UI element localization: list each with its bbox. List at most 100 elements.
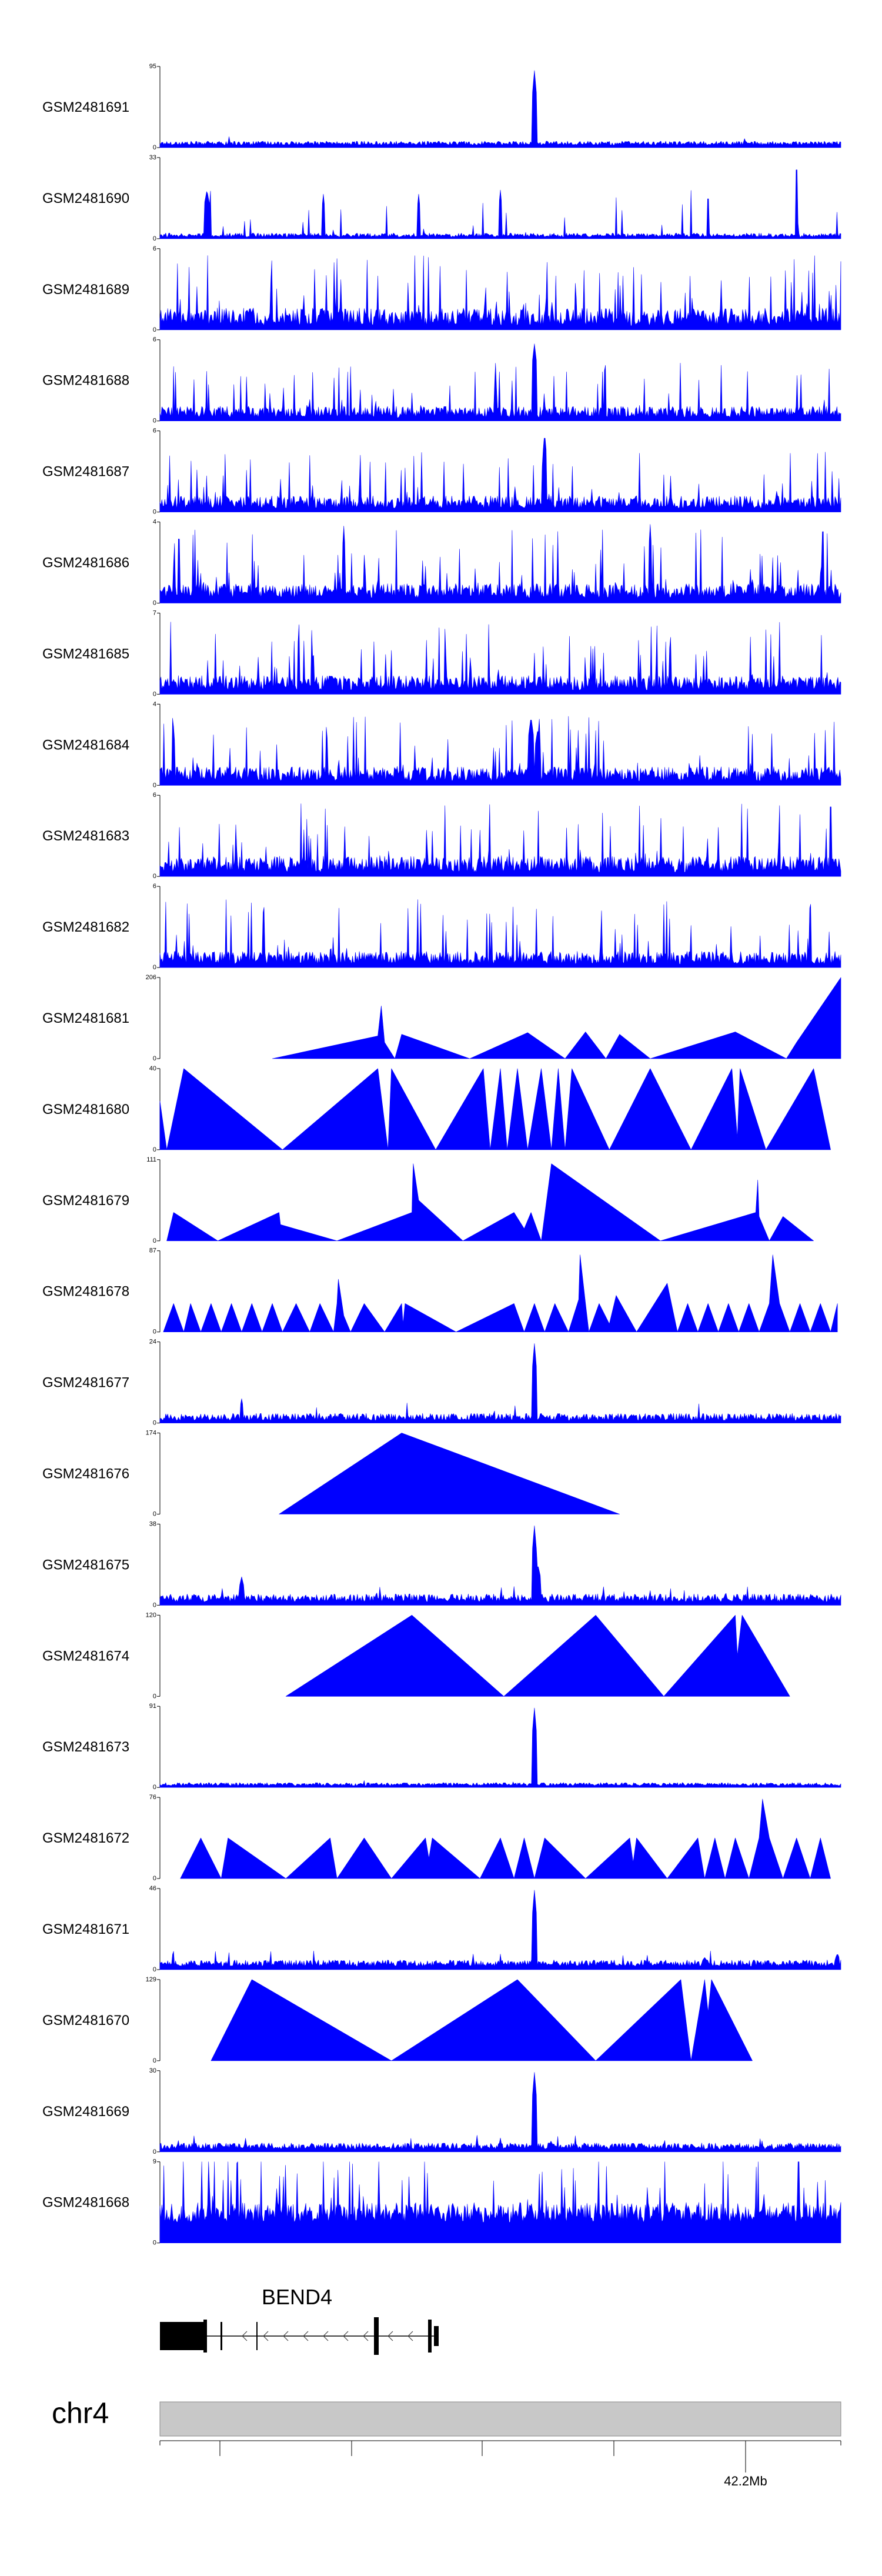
y-max-label: 38 — [149, 1520, 156, 1527]
chromosome-ideogram: chr4 42.2Mb — [52, 2397, 841, 2488]
chromosome-band — [159, 2401, 841, 2437]
gene-utr-exon — [160, 2322, 203, 2350]
y-min-label: 0 — [153, 873, 156, 880]
track: GSM2481669 30 0 — [42, 2067, 841, 2155]
y-max-label: 46 — [149, 1885, 156, 1892]
y-max-label: 9 — [153, 2158, 156, 2165]
chromosome-label: chr4 — [52, 2397, 109, 2430]
signal-area — [159, 2072, 841, 2153]
signal-area — [159, 716, 841, 786]
signal-area — [159, 2161, 841, 2243]
signal-area — [159, 343, 841, 421]
strand-arrow-icon — [283, 2331, 289, 2341]
track-label: GSM2481688 — [42, 373, 129, 389]
y-min-label: 0 — [153, 326, 156, 333]
signal-area — [272, 977, 841, 1059]
track-label: GSM2481680 — [42, 1102, 129, 1117]
track: GSM2481670 129 0 — [42, 1976, 753, 2064]
y-min-label: 0 — [153, 782, 156, 789]
y-min-label: 0 — [153, 600, 156, 607]
track-label: GSM2481672 — [42, 1830, 129, 1846]
gene-label: BEND4 — [262, 2285, 332, 2309]
y-max-label: 4 — [153, 700, 156, 708]
track-label: GSM2481681 — [42, 1010, 129, 1026]
position-label: 42.2Mb — [724, 2474, 767, 2488]
track: GSM2481682 6 0 — [42, 883, 841, 971]
track-label: GSM2481669 — [42, 2104, 129, 2120]
y-max-label: 91 — [149, 1703, 156, 1710]
strand-arrow-icon — [407, 2331, 413, 2341]
y-max-label: 111 — [146, 1156, 156, 1163]
y-min-label: 0 — [153, 1420, 156, 1427]
y-min-label: 0 — [153, 1693, 156, 1700]
gene-model — [160, 2317, 439, 2355]
gene-annotation: BEND4 — [160, 2285, 439, 2355]
track: GSM2481671 46 0 — [42, 1885, 841, 1973]
y-min-label: 0 — [153, 418, 156, 425]
track-label: GSM2481682 — [42, 919, 129, 935]
signal-area — [159, 803, 841, 877]
gene-exon — [428, 2320, 432, 2353]
signal-area — [159, 622, 841, 695]
track: GSM2481673 91 0 — [42, 1703, 841, 1791]
strand-arrow-icon — [323, 2331, 329, 2341]
track-label: GSM2481683 — [42, 828, 129, 844]
y-max-label: 95 — [149, 63, 156, 70]
track: GSM2481690 33 0 — [42, 154, 841, 242]
signal-area — [159, 438, 841, 512]
y-max-label: 7 — [153, 609, 156, 616]
y-min-label: 0 — [153, 1601, 156, 1609]
strand-arrow-icon — [343, 2331, 349, 2341]
track: GSM2481691 95 0 — [42, 63, 841, 151]
y-min-label: 0 — [153, 690, 156, 698]
signal-area — [159, 1707, 841, 1788]
track: GSM2481668 9 0 — [42, 2158, 841, 2247]
y-min-label: 0 — [153, 1511, 156, 1518]
y-min-label: 0 — [153, 1146, 156, 1153]
track-label: GSM2481676 — [42, 1466, 129, 1482]
y-min-label: 0 — [153, 2148, 156, 2155]
track: GSM2481677 24 0 — [42, 1339, 841, 1427]
track: GSM2481687 6 0 — [42, 428, 841, 516]
y-max-label: 6 — [153, 883, 156, 890]
signal-tracks: GSM2481691950GSM2481690330GSM248168960GS… — [42, 63, 841, 2247]
y-min-label: 0 — [153, 1329, 156, 1336]
track-label: GSM2481679 — [42, 1193, 129, 1209]
y-max-label: 30 — [149, 2067, 156, 2074]
y-max-label: 129 — [146, 1976, 156, 1983]
track: GSM2481685 7 0 — [42, 609, 841, 698]
y-max-label: 6 — [153, 428, 156, 435]
y-min-label: 0 — [153, 2057, 156, 2064]
track: GSM2481679 111 0 — [42, 1156, 814, 1244]
track: GSM2481676 174 0 — [42, 1430, 620, 1518]
track-label: GSM2481678 — [42, 1284, 129, 1300]
y-min-label: 0 — [153, 509, 156, 516]
track-label: GSM2481686 — [42, 555, 129, 571]
signal-area — [159, 255, 841, 331]
y-max-label: 4 — [153, 519, 156, 526]
signal-area — [211, 1979, 753, 2061]
track: GSM2481689 6 0 — [42, 245, 841, 333]
y-max-label: 6 — [153, 336, 156, 343]
strand-arrow-icon — [303, 2331, 309, 2341]
y-max-label: 6 — [153, 792, 156, 799]
track: GSM2481686 4 0 — [42, 519, 841, 607]
signal-area — [159, 169, 841, 239]
gene-exon — [256, 2322, 258, 2350]
track: GSM2481675 38 0 — [42, 1520, 841, 1609]
y-max-label: 206 — [146, 974, 156, 981]
track: GSM2481688 6 0 — [42, 336, 841, 425]
y-min-label: 0 — [153, 1875, 156, 1882]
gene-exon — [434, 2326, 439, 2346]
y-min-label: 0 — [153, 1237, 156, 1244]
track-label: GSM2481685 — [42, 646, 129, 662]
track-label: GSM2481677 — [42, 1375, 129, 1391]
track-label: GSM2481689 — [42, 282, 129, 298]
track-label: GSM2481691 — [42, 99, 129, 115]
signal-area — [166, 1163, 814, 1242]
y-max-label: 24 — [149, 1339, 156, 1346]
track: GSM2481683 6 0 — [42, 792, 841, 880]
track: GSM2481674 120 0 — [42, 1611, 790, 1700]
y-max-label: 87 — [149, 1247, 156, 1254]
y-min-label: 0 — [153, 2240, 156, 2247]
